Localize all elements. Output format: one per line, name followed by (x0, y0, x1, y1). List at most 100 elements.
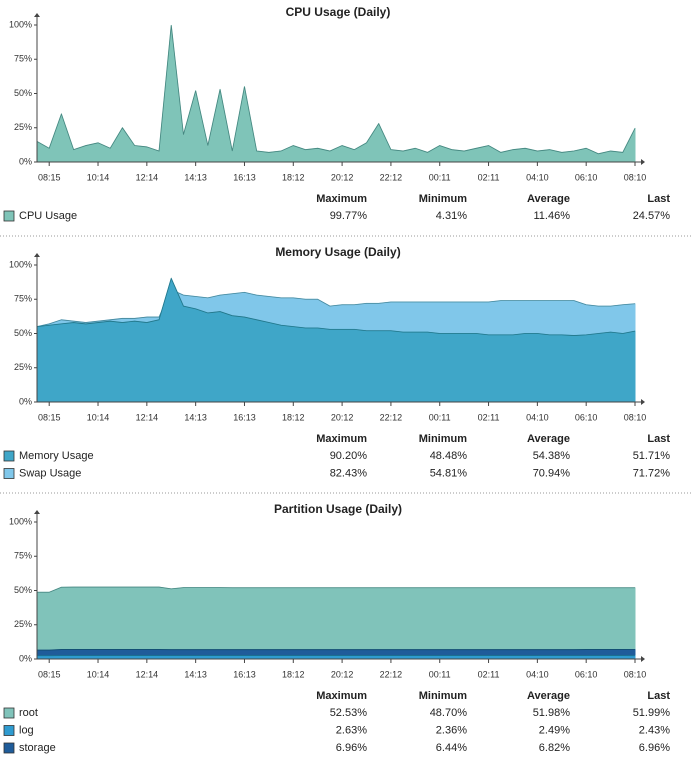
y-tick-label: 25% (14, 122, 32, 132)
table-cell: 2.63% (336, 724, 367, 736)
y-tick-label: 100% (9, 259, 32, 269)
x-tick-label: 14:13 (184, 172, 207, 182)
column-header: Minimum (419, 193, 467, 205)
table-cell: 2.43% (639, 724, 670, 736)
column-header: Average (527, 433, 570, 445)
area (36, 277, 636, 403)
axis-arrow (34, 253, 40, 257)
y-tick-label: 0% (19, 653, 32, 663)
table-cell: 24.57% (633, 210, 671, 222)
chart-title: Memory Usage (Daily) (275, 245, 400, 259)
table-cell: 54.81% (430, 467, 468, 479)
x-tick-label: 12:14 (136, 172, 159, 182)
column-header: Maximum (316, 690, 367, 702)
table-cell: 51.99% (633, 707, 671, 719)
x-tick-label: 04:10 (526, 412, 549, 422)
y-tick-label: 25% (14, 362, 32, 372)
x-tick-label: 08:10 (624, 172, 647, 182)
area (36, 586, 636, 660)
column-header: Last (647, 433, 670, 445)
chart-panel: Partition Usage (Daily) 0% 25% 50% 75% 100% 08… (3, 502, 671, 754)
legend-label: Memory Usage (19, 450, 94, 462)
column-header: Minimum (419, 433, 467, 445)
x-tick-label: 08:15 (38, 172, 61, 182)
area (36, 24, 636, 163)
table-cell: 51.98% (533, 707, 571, 719)
axis-arrow (641, 656, 645, 662)
table-cell: 48.48% (430, 450, 468, 462)
x-tick-label: 16:13 (233, 412, 256, 422)
table-cell: 82.43% (330, 467, 368, 479)
area-edge (36, 289, 636, 328)
column-header: Maximum (316, 433, 367, 445)
x-tick-label: 06:10 (575, 412, 598, 422)
y-tick-label: 50% (14, 585, 32, 595)
x-tick-label: 22:12 (380, 669, 403, 679)
chart-panel: Memory Usage (Daily) 0% 25% 50% 75% 100% 08:15… (0, 245, 692, 494)
y-tick-label: 100% (9, 516, 32, 526)
table-cell: 52.53% (330, 707, 368, 719)
y-tick-label: 75% (14, 54, 32, 64)
y-tick-label: 75% (14, 294, 32, 304)
x-tick-label: 10:14 (87, 669, 110, 679)
legend-swatch (3, 210, 15, 222)
column-header: Last (647, 193, 670, 205)
legend-label: CPU Usage (19, 210, 77, 222)
table-cell: 54.38% (533, 450, 571, 462)
x-tick-label: 06:10 (575, 172, 598, 182)
x-tick-label: 02:11 (478, 172, 500, 182)
table-cell: 99.77% (330, 210, 368, 222)
column-header: Last (647, 690, 670, 702)
x-tick-label: 04:10 (526, 172, 549, 182)
table-cell: 71.72% (633, 467, 671, 479)
x-tick-label: 10:14 (87, 412, 110, 422)
table-cell: 48.70% (430, 707, 468, 719)
table-cell: 51.71% (633, 450, 671, 462)
legend-label: root (19, 707, 38, 719)
area-edge (37, 649, 636, 651)
x-tick-label: 08:10 (624, 412, 647, 422)
x-tick-label: 08:15 (38, 669, 61, 679)
column-header: Average (527, 193, 570, 205)
table-cell: 6.82% (539, 742, 570, 754)
chart-title: Partition Usage (Daily) (274, 502, 402, 516)
x-tick-label: 14:13 (184, 669, 207, 679)
chart-title: CPU Usage (Daily) (286, 5, 391, 19)
x-tick-label: 04:10 (526, 669, 549, 679)
table-cell: 2.36% (436, 724, 467, 736)
x-tick-label: 16:13 (233, 669, 256, 679)
x-tick-label: 12:14 (136, 412, 159, 422)
x-tick-label: 20:12 (331, 412, 354, 422)
x-tick-label: 14:13 (184, 412, 207, 422)
x-tick-label: 08:10 (624, 669, 647, 679)
y-tick-label: 25% (14, 619, 32, 629)
x-tick-label: 18:12 (282, 172, 305, 182)
x-tick-label: 10:14 (87, 172, 110, 182)
y-tick-label: 50% (14, 328, 32, 338)
table-cell: 11.46% (534, 210, 571, 222)
y-tick-label: 100% (9, 19, 32, 29)
area-edge (36, 25, 636, 155)
area (36, 655, 636, 660)
x-tick-label: 06:10 (575, 669, 598, 679)
table-cell: 6.96% (336, 742, 367, 754)
axis-arrow (641, 399, 645, 405)
area-edge (36, 277, 636, 336)
table-cell: 2.49% (539, 724, 570, 736)
y-tick-label: 50% (14, 88, 32, 98)
y-tick-label: 0% (19, 156, 32, 166)
x-tick-label: 08:15 (38, 412, 61, 422)
x-tick-label: 22:12 (380, 412, 403, 422)
legend-swatch (3, 725, 15, 736)
area-edge (37, 586, 636, 593)
x-tick-label: 18:12 (282, 669, 305, 679)
table-cell: 4.31% (436, 210, 467, 222)
column-header: Minimum (419, 690, 467, 702)
x-tick-label: 20:12 (331, 172, 354, 182)
table-cell: 6.44% (436, 742, 467, 754)
axis-arrow (641, 159, 645, 165)
x-tick-label: 02:11 (478, 412, 500, 422)
legend-swatch (3, 707, 15, 719)
axis-arrow (34, 510, 40, 514)
